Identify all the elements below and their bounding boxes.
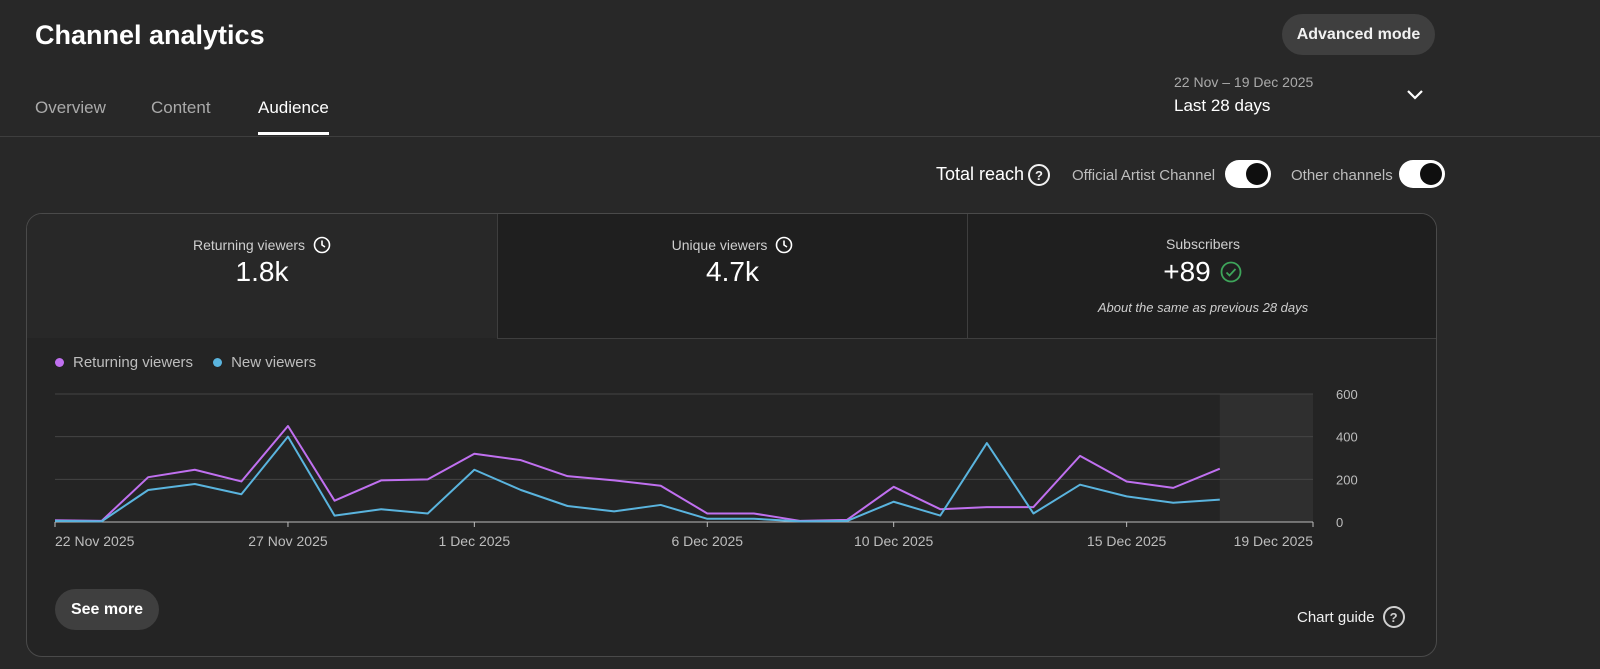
metric-tab-subscribers[interactable]: Subscribers +89 About the same as previo…: [968, 214, 1436, 338]
metric-label: Subscribers: [968, 236, 1436, 252]
date-range-label: Last 28 days: [1174, 96, 1271, 115]
y-tick-label: 200: [1336, 472, 1358, 487]
active-tab-indicator: [258, 132, 329, 135]
toggle-other-channels[interactable]: [1399, 160, 1445, 188]
metric-label-text: Subscribers: [1166, 236, 1240, 252]
metric-underline: [497, 338, 1436, 339]
metric-value-text: +89: [1163, 256, 1211, 287]
toggle-label-other-channels: Other channels: [1291, 167, 1393, 184]
help-circle-icon[interactable]: ?: [1028, 164, 1050, 186]
series-line-returning-viewers: [54, 425, 1221, 522]
tab-overview[interactable]: Overview: [35, 98, 106, 117]
metric-label: Unique viewers: [498, 236, 967, 254]
x-tick-label: 15 Dec 2025: [1087, 533, 1167, 549]
x-tick-label: 19 Dec 2025: [1234, 533, 1314, 549]
series-line-new-viewers: [54, 435, 1220, 523]
legend-dot: [213, 358, 223, 367]
advanced-mode-button[interactable]: Advanced mode: [1282, 14, 1435, 55]
date-range-picker[interactable]: 22 Nov – 19 Dec 2025 Last 28 days: [1174, 74, 1440, 120]
partial-data-region: [1219, 394, 1313, 522]
reach-controls: Total reach ? Official Artist Channel Ot…: [930, 160, 1450, 190]
date-range-text: 22 Nov – 19 Dec 2025: [1174, 74, 1314, 90]
metric-label: Returning viewers: [27, 236, 497, 254]
toggle-label-official-artist-channel: Official Artist Channel: [1072, 167, 1216, 184]
metric-label-text: Unique viewers: [671, 237, 768, 253]
metric-tab-unique-viewers[interactable]: Unique viewers 4.7k: [498, 214, 967, 338]
legend-dot: [55, 358, 64, 367]
clock-icon: [776, 236, 793, 254]
check-circle-icon: [1220, 261, 1242, 283]
x-tick-label: 6 Dec 2025: [671, 533, 743, 549]
y-tick-label: 0: [1336, 515, 1343, 530]
y-tick-label: 600: [1336, 387, 1358, 402]
y-tick-label: 400: [1336, 430, 1358, 445]
header-divider: [0, 136, 1600, 137]
metric-value: 4.7k: [706, 256, 759, 287]
toggle-knob: [1420, 163, 1442, 185]
metric-note: About the same as previous 28 days: [1097, 300, 1309, 315]
x-tick-label: 27 Nov 2025: [248, 533, 328, 549]
chevron-down-icon: [1407, 90, 1423, 100]
toggle-official-artist-channel[interactable]: [1225, 160, 1271, 188]
total-reach-label: Total reach: [936, 164, 1025, 184]
see-more-button[interactable]: See more: [55, 589, 159, 630]
chart-guide-link[interactable]: Chart guide ?: [1297, 606, 1405, 628]
metric-label-text: Returning viewers: [192, 237, 306, 253]
metric-divider: [497, 214, 498, 338]
x-tick-label: 10 Dec 2025: [854, 533, 934, 549]
tab-content[interactable]: Content: [151, 98, 211, 117]
metric-tab-returning-viewers[interactable]: Returning viewers 1.8k: [27, 214, 497, 338]
help-circle-icon: ?: [1382, 606, 1405, 628]
tab-audience[interactable]: Audience: [258, 98, 329, 117]
toggle-knob: [1246, 163, 1268, 185]
metric-value: +89: [968, 256, 1436, 288]
metric-value: 1.8k: [235, 256, 289, 287]
x-tick-label: 22 Nov 2025: [55, 533, 135, 549]
page-title: Channel analytics: [35, 20, 265, 50]
clock-icon: [313, 236, 331, 254]
legend-label: Returning viewers: [73, 354, 194, 371]
analytics-card: Returning viewers 1.8k Unique viewers 4.…: [26, 213, 1437, 657]
legend-item-returning: Returning viewers: [55, 354, 193, 371]
metric-divider: [967, 214, 968, 338]
chart-guide-label: Chart guide: [1297, 608, 1375, 626]
chart-legend: Returning viewers New viewers: [55, 354, 316, 371]
legend-item-new: New viewers: [213, 354, 316, 371]
x-tick-label: 1 Dec 2025: [439, 533, 511, 549]
audience-line-chart: 0 200 400 600 22 Nov 2025 27 Nov 2025 1 Dec 20…: [54, 387, 1358, 549]
legend-label: New viewers: [231, 354, 317, 371]
